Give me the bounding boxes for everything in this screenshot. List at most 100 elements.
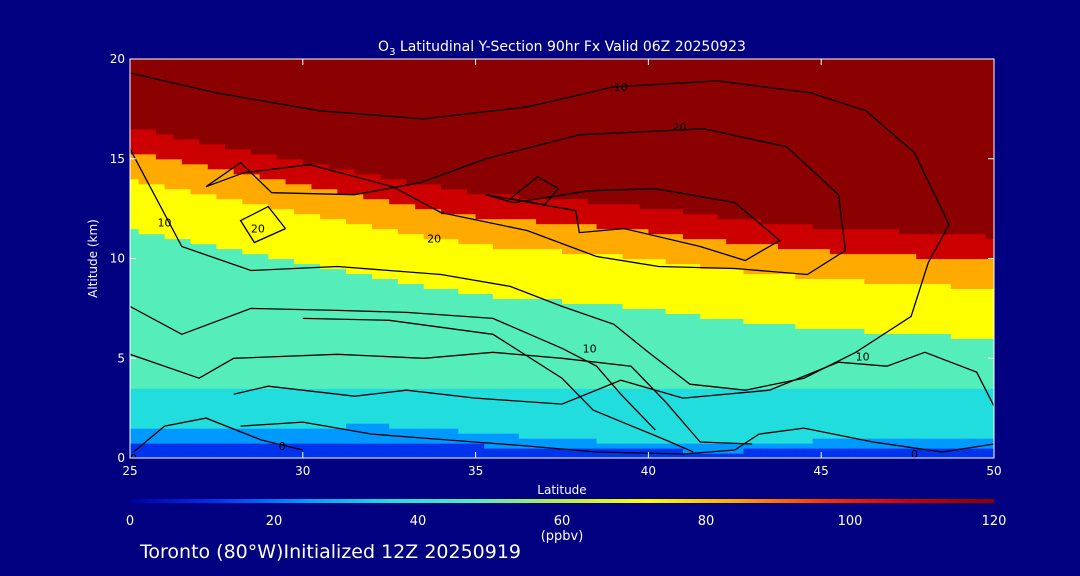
heatmap-cell — [432, 133, 442, 140]
heatmap-cell — [631, 258, 641, 265]
heatmap-cell — [596, 198, 606, 205]
heatmap-cell — [518, 453, 529, 458]
heatmap-cell — [423, 63, 433, 70]
heatmap-cell — [173, 153, 183, 160]
heatmap-cell — [346, 138, 356, 145]
heatmap-cell — [389, 59, 399, 65]
heatmap-cell — [441, 423, 451, 429]
heatmap-cell — [181, 123, 192, 130]
heatmap-cell — [466, 268, 477, 275]
heatmap-cell — [544, 63, 554, 70]
heatmap-cell — [432, 338, 442, 344]
heatmap-cell — [242, 353, 252, 359]
heatmap-cell — [190, 378, 200, 384]
heatmap-cell — [380, 298, 390, 304]
heatmap-cell — [225, 238, 235, 245]
heatmap-cell — [155, 378, 166, 384]
heatmap-cell — [466, 308, 477, 314]
heatmap-cell — [657, 358, 667, 364]
heatmap-cell — [406, 68, 416, 75]
heatmap-cell — [587, 78, 598, 85]
heatmap-cell — [259, 308, 269, 314]
heatmap-cell — [570, 278, 580, 285]
heatmap-cell — [242, 93, 252, 100]
heatmap-cell — [328, 413, 338, 419]
heatmap-cell — [415, 258, 425, 265]
heatmap-cell — [346, 78, 356, 85]
heatmap-cell — [570, 288, 580, 295]
heatmap-cell — [579, 423, 589, 429]
heatmap-cell — [380, 173, 390, 180]
heatmap-cell — [207, 353, 217, 359]
heatmap-cell — [518, 123, 529, 130]
heatmap-cell — [613, 433, 624, 439]
heatmap-cell — [285, 448, 295, 454]
heatmap-cell — [648, 263, 658, 270]
heatmap-cell — [233, 323, 243, 329]
heatmap-cell — [138, 153, 148, 160]
heatmap-cell — [441, 363, 451, 369]
heatmap-cell — [181, 343, 192, 349]
heatmap-cell — [458, 158, 468, 165]
heatmap-cell — [259, 93, 269, 100]
heatmap-cell — [216, 268, 226, 275]
heatmap-cell — [130, 98, 140, 105]
heatmap-cell — [354, 358, 364, 364]
heatmap-cell — [268, 233, 278, 240]
heatmap-cell — [164, 248, 174, 255]
heatmap-cell — [207, 378, 217, 384]
heatmap-cell — [294, 333, 304, 339]
heatmap-cell — [285, 178, 295, 185]
heatmap-cell — [233, 218, 243, 225]
heatmap-cell — [423, 423, 433, 429]
heatmap-cell — [294, 303, 304, 309]
heatmap-cell — [328, 188, 338, 195]
heatmap-cell — [579, 198, 589, 205]
heatmap-cell — [225, 278, 235, 285]
heatmap-cell — [199, 318, 209, 324]
heatmap-cell — [475, 163, 485, 170]
heatmap-cell — [130, 308, 140, 314]
heatmap-cell — [570, 153, 580, 160]
heatmap-cell — [605, 123, 615, 130]
heatmap-cell — [130, 248, 140, 255]
heatmap-cell — [449, 133, 459, 140]
heatmap-cell — [613, 348, 624, 354]
heatmap-cell — [501, 138, 511, 145]
heatmap-cell — [605, 273, 615, 280]
heatmap-cell — [562, 88, 572, 95]
heatmap-cell — [242, 153, 252, 160]
heatmap-cell — [657, 438, 667, 444]
heatmap-cell — [173, 273, 183, 280]
heatmap-cell — [397, 313, 408, 319]
heatmap-cell — [518, 213, 529, 220]
heatmap-cell — [242, 398, 252, 404]
heatmap-cell — [138, 233, 148, 240]
heatmap-cell — [657, 68, 667, 75]
heatmap-cell — [406, 213, 416, 220]
heatmap-cell — [441, 368, 451, 374]
heatmap-cell — [268, 358, 278, 364]
heatmap-cell — [147, 338, 157, 344]
heatmap-cell — [337, 273, 347, 280]
heatmap-cell — [311, 323, 321, 329]
heatmap-cell — [501, 403, 511, 409]
heatmap-cell — [311, 273, 321, 280]
heatmap-cell — [328, 433, 338, 439]
heatmap-cell — [276, 133, 287, 140]
heatmap-cell — [397, 233, 408, 240]
heatmap-cell — [518, 223, 529, 230]
heatmap-cell — [371, 408, 382, 414]
heatmap-cell — [371, 383, 382, 389]
heatmap-cell — [130, 343, 140, 349]
heatmap-cell — [233, 198, 243, 205]
heatmap-cell — [596, 273, 606, 280]
heatmap-cell — [155, 63, 166, 70]
heatmap-cell — [587, 293, 598, 299]
heatmap-cell — [441, 158, 451, 165]
heatmap-cell — [285, 318, 295, 324]
heatmap-cell — [328, 93, 338, 100]
heatmap-cell — [631, 348, 641, 354]
chart-title: O3 Latitudinal Y-Section 90hr Fx Valid 0… — [378, 39, 746, 58]
heatmap-cell — [173, 358, 183, 364]
